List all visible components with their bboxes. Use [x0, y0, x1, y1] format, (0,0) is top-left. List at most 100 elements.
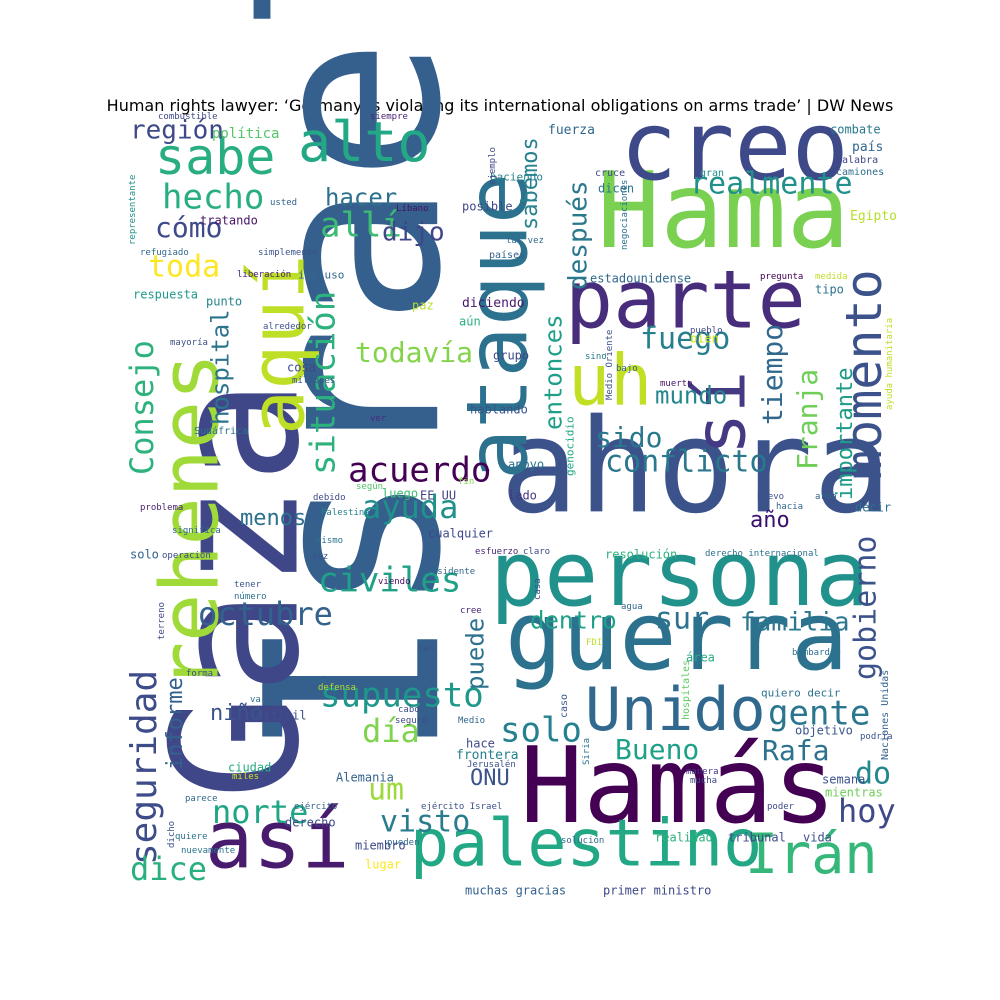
word-decir: decir: [855, 500, 891, 514]
word-ayuda: ayuda: [362, 488, 458, 526]
word-cruce: cruce: [595, 168, 625, 179]
word-cabo: cabo: [398, 705, 420, 715]
word-combustible: combustible: [158, 112, 218, 122]
word-representante: representante: [128, 175, 138, 245]
word-ejercito: ejército: [294, 801, 337, 812]
word-lado: lado: [508, 488, 537, 502]
word-palestino: palestino: [410, 807, 762, 882]
word-muerto: muerto: [660, 379, 693, 389]
word-miles: miles: [232, 772, 259, 782]
word-ver: ver: [370, 414, 387, 424]
word-egipto: Egipto: [850, 209, 897, 224]
word-supuesto: supuesto: [320, 676, 484, 716]
word-objetivo: objetivo: [795, 723, 853, 737]
word-iran: Irán: [745, 822, 877, 886]
word-asi: así: [205, 793, 350, 886]
word-simplemente: simplemente: [258, 248, 318, 258]
word-pueblo: pueblo: [690, 326, 723, 336]
word-podria: podría: [860, 732, 893, 742]
word-tiempo: tiempo: [756, 324, 789, 425]
word-cualquier: cualquier: [428, 526, 493, 540]
word-ee-uu: EE UU: [420, 488, 456, 502]
word-numero: número: [234, 592, 267, 602]
word-arma: arma: [815, 492, 837, 502]
word-solo: solo: [500, 711, 582, 751]
word-fin: fin: [458, 477, 474, 487]
word-siria: Siria: [582, 738, 592, 765]
word-area: área: [686, 650, 715, 664]
word-mismo: mismo: [316, 536, 343, 546]
word-semana: semana: [822, 772, 865, 786]
word-um: um: [368, 772, 404, 807]
word-medio: Medio: [458, 716, 485, 726]
word-tal-vez: tal vez: [506, 236, 544, 246]
word-haciendo: haciendo: [490, 171, 543, 184]
word-momento: momento: [835, 269, 893, 480]
word-bajo: bajo: [616, 364, 638, 374]
word-rafa: Rafa: [762, 734, 829, 767]
word-caso: caso: [559, 694, 570, 718]
word-punto: punto: [206, 294, 242, 308]
word-agua: agua: [621, 602, 643, 612]
word-dicho: dicho: [167, 821, 177, 848]
word-camiones: camiones: [836, 167, 884, 178]
word-hace: hace: [466, 736, 495, 750]
word-usted: usted: [270, 198, 297, 208]
word-ataque: ataque: [448, 173, 547, 480]
word-vida: vida: [803, 830, 832, 844]
word-bueno: Bueno: [615, 733, 699, 766]
word-toda: toda: [148, 249, 220, 284]
word-casa: casa: [533, 578, 543, 600]
word-seguridad: seguridad: [124, 670, 165, 865]
word-si: sí: [680, 371, 762, 455]
word-seguro: seguro: [395, 716, 428, 726]
word-fdi: FDI: [586, 638, 602, 648]
word-paises: países: [489, 249, 525, 261]
word-civiles: civiles: [318, 561, 461, 601]
word-tribunal: tribunal: [728, 830, 786, 844]
word-apoyo: apoyo: [508, 457, 544, 471]
word-derecho: derecho: [285, 815, 336, 829]
word-luego: luego: [382, 486, 418, 500]
word-mucha: mucha: [690, 776, 717, 786]
word-franja: Franja: [791, 369, 824, 470]
word-pueden: pueden: [387, 838, 420, 848]
word-sur: sur: [655, 601, 709, 636]
word-tener: tener: [234, 580, 262, 590]
word-dentro: dentro: [530, 607, 617, 635]
word-liberacion: liberación: [237, 269, 291, 280]
word-parece: parece: [185, 794, 218, 804]
word-estadounidense: estadounidense: [590, 271, 691, 285]
word-naciones-unidas: Naciones Unidas: [880, 670, 891, 760]
word-ahora: ahora: [500, 390, 891, 542]
word-diciendo: diciendo: [462, 296, 525, 311]
word-solucion: solución: [561, 835, 604, 846]
word-libano: Líbano: [396, 204, 429, 214]
word-va: va: [250, 695, 261, 705]
word-importante: importante: [833, 368, 858, 500]
word-paz: paz: [412, 298, 434, 312]
word-quiero-decir: quiero decir: [761, 687, 841, 700]
word-do: do: [855, 756, 891, 791]
word-cree: cree: [460, 606, 482, 616]
word-poder: poder: [767, 802, 795, 812]
word-alrededor: alrededor: [263, 322, 312, 332]
word-alemania: Alemania: [336, 770, 394, 784]
word-fuerza: fuerza: [548, 123, 595, 138]
word-realmente: realmente: [690, 166, 853, 201]
word-onu: ONU: [470, 766, 510, 791]
word-gente: gente: [768, 694, 870, 734]
word-israel: Israel: [214, 0, 494, 760]
word-alto: alto: [298, 110, 430, 174]
word-ciudad: ciudad: [228, 760, 271, 774]
word-solo: solo: [130, 547, 159, 561]
word-palabra: palabra: [836, 155, 878, 166]
word-parte: parte: [565, 253, 806, 346]
word-unido: Unido: [585, 675, 766, 745]
word-ejemplo: ejemplo: [488, 147, 498, 185]
word-hacia: hacia: [776, 502, 803, 512]
word-familia: familia: [740, 607, 850, 637]
word-resolucion: resolución: [605, 547, 677, 561]
word-hospitales: hospitales: [681, 660, 692, 720]
